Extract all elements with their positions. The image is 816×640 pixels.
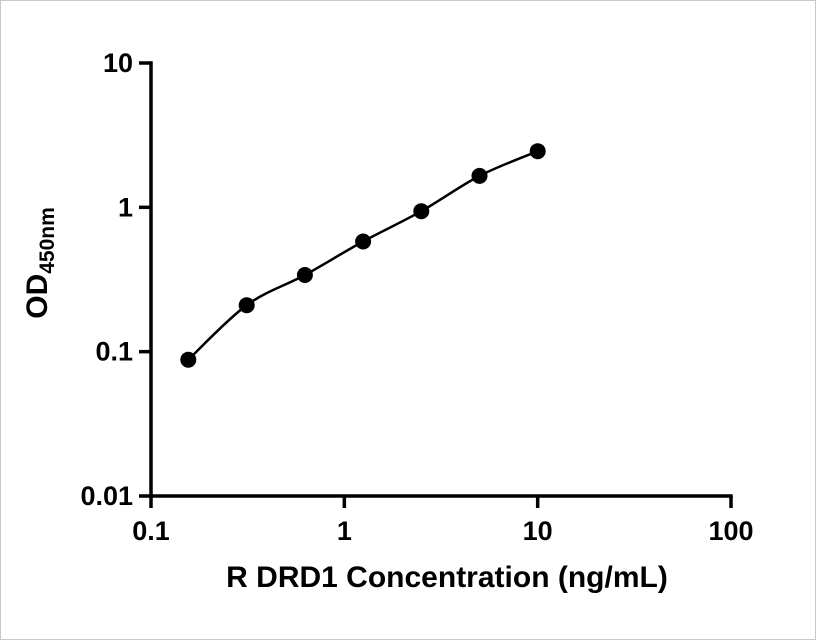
- data-point: [238, 297, 255, 314]
- y-tick-label: 1: [118, 192, 133, 222]
- x-tick-label: 1: [337, 516, 352, 546]
- data-points: [180, 143, 546, 368]
- tick-labels: 0.1 1 10 100 0.01 0.1 1 10: [80, 48, 753, 546]
- x-axis-title: R DRD1 Concentration (ng/mL): [226, 561, 668, 594]
- y-axis-title-sub: 450nm: [36, 207, 59, 274]
- tick-marks: [139, 61, 733, 508]
- x-tick-label: 100: [708, 516, 753, 546]
- y-tick-label: 10: [103, 48, 133, 78]
- data-point: [180, 351, 197, 368]
- data-point: [413, 203, 430, 220]
- x-tick-label: 0.1: [132, 516, 170, 546]
- fit-curve: [187, 150, 539, 361]
- data-point: [471, 167, 488, 184]
- y-axis-title-main: OD: [21, 274, 54, 319]
- axes: [149, 61, 733, 498]
- data-point: [296, 267, 313, 283]
- y-axis-title: OD450nm: [21, 207, 59, 319]
- data-point: [529, 143, 546, 160]
- axis-lines: [149, 61, 733, 498]
- data-point: [355, 233, 372, 250]
- x-tick-label: 10: [523, 516, 553, 546]
- y-tick-label: 0.01: [80, 481, 133, 511]
- y-tick-label: 0.1: [95, 337, 133, 367]
